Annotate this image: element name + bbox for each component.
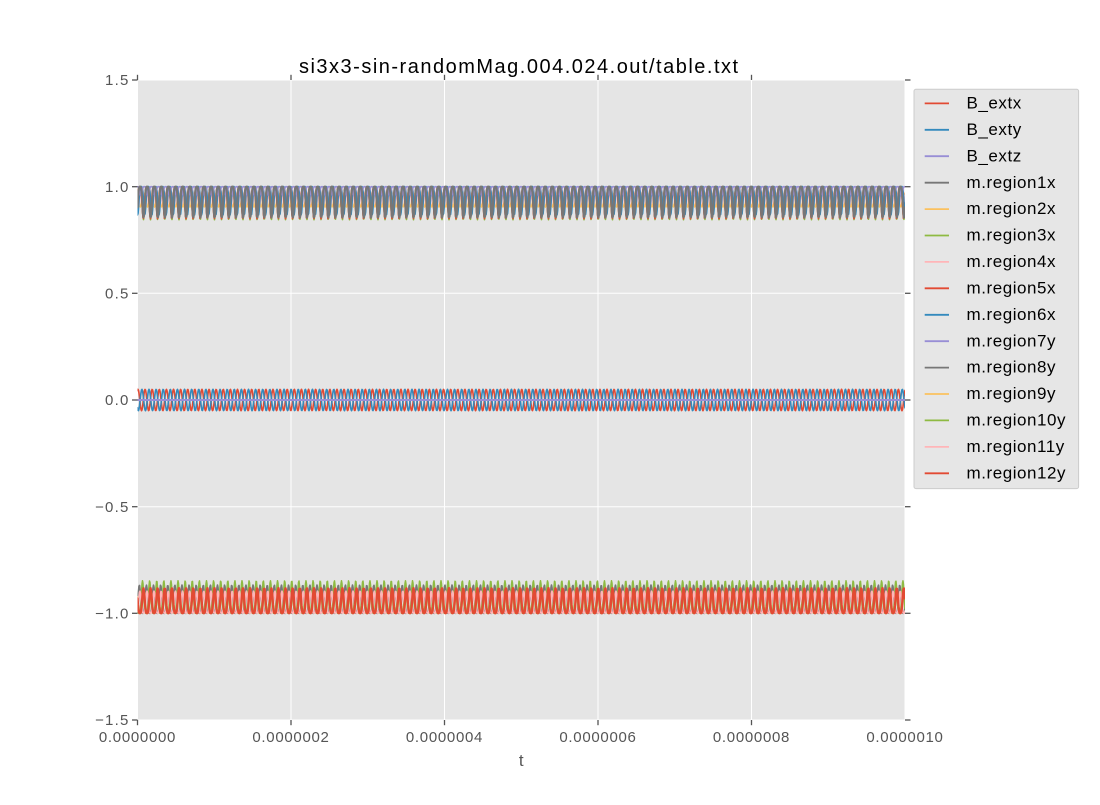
svg-text:−1.5: −1.5 bbox=[95, 712, 129, 729]
svg-text:1.0: 1.0 bbox=[105, 179, 129, 196]
svg-text:0.5: 0.5 bbox=[105, 286, 129, 303]
svg-text:m.region11y: m.region11y bbox=[967, 437, 1065, 456]
svg-text:m.region4x: m.region4x bbox=[967, 252, 1057, 271]
svg-text:0.0000008: 0.0000008 bbox=[713, 729, 790, 746]
svg-text:m.region9y: m.region9y bbox=[967, 384, 1057, 403]
svg-text:0.0000002: 0.0000002 bbox=[252, 729, 329, 746]
svg-text:m.region3x: m.region3x bbox=[967, 226, 1057, 245]
svg-text:0.0000000: 0.0000000 bbox=[99, 729, 176, 746]
svg-text:m.region6x: m.region6x bbox=[967, 305, 1057, 324]
svg-text:1.5: 1.5 bbox=[105, 72, 129, 89]
svg-text:m.region12y: m.region12y bbox=[967, 463, 1067, 482]
svg-text:B_extz: B_extz bbox=[967, 146, 1022, 165]
svg-text:m.region10y: m.region10y bbox=[967, 411, 1067, 430]
svg-text:−1.0: −1.0 bbox=[95, 606, 129, 623]
svg-text:0.0000006: 0.0000006 bbox=[559, 729, 636, 746]
svg-text:m.region8y: m.region8y bbox=[967, 358, 1057, 377]
svg-text:0.0000010: 0.0000010 bbox=[866, 729, 943, 746]
svg-text:−0.5: −0.5 bbox=[95, 499, 129, 516]
svg-text:t: t bbox=[519, 751, 524, 770]
svg-text:m.region2x: m.region2x bbox=[967, 199, 1057, 218]
svg-text:0.0000004: 0.0000004 bbox=[406, 729, 483, 746]
svg-text:0.0: 0.0 bbox=[105, 392, 129, 409]
svg-text:B_extx: B_extx bbox=[967, 94, 1022, 113]
svg-text:B_exty: B_exty bbox=[967, 120, 1022, 139]
svg-text:m.region5x: m.region5x bbox=[967, 278, 1057, 297]
svg-text:si3x3-sin-randomMag.004.024.ou: si3x3-sin-randomMag.004.024.out/table.tx… bbox=[299, 56, 740, 78]
svg-text:m.region7y: m.region7y bbox=[967, 331, 1057, 350]
svg-text:m.region1x: m.region1x bbox=[967, 173, 1057, 192]
